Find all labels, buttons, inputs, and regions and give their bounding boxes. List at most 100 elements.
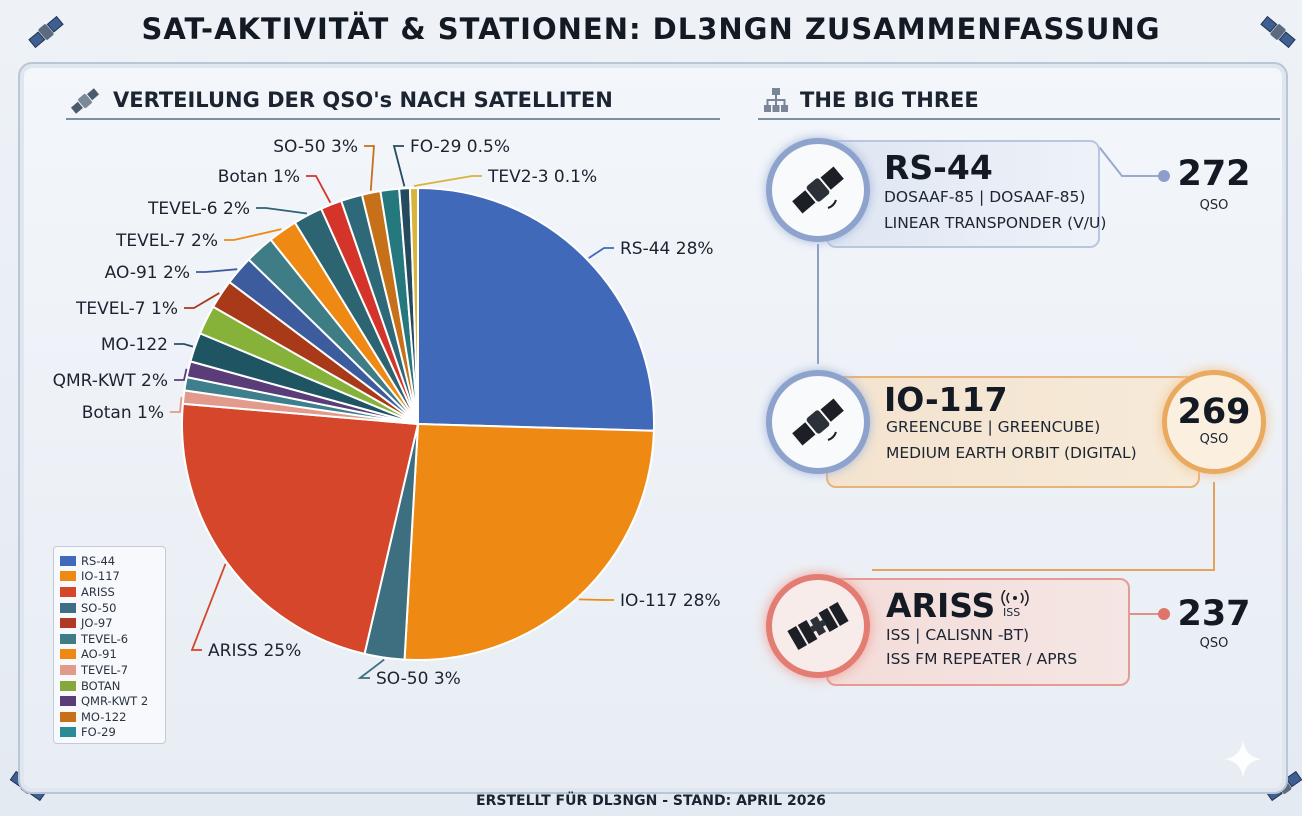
chart-legend: RS-44 IO-117 ARISS SO-50 JO-97 TEVEL-6 AO-91 TE… (53, 546, 166, 744)
legend-swatch (60, 571, 76, 582)
satellite-icon (28, 15, 64, 49)
leader-line (578, 598, 614, 601)
legend-label: TEVEL-6 (81, 631, 129, 646)
slice-label: RS-44 28% (620, 239, 714, 259)
connector-dot (1158, 608, 1170, 620)
legend-swatch (60, 711, 76, 722)
qso-unit: QSO (1199, 198, 1229, 213)
legend-item: RS-44 (60, 553, 159, 569)
legend-swatch (60, 555, 76, 566)
slice-label: FO-29 0.5% (410, 137, 510, 157)
satellite-icon (766, 370, 870, 474)
legend-swatch (60, 664, 76, 675)
page-title: SAT-AKTIVITÄT & STATIONEN: DL3NGN ZUSAMM… (141, 12, 1161, 46)
big-three-title: THE BIG THREE (800, 88, 979, 112)
iss-icon (766, 574, 870, 678)
slice-label: AO-91 2% (105, 263, 190, 283)
satellite-icon (70, 88, 100, 114)
legend-item: SO-50 (60, 600, 159, 616)
qso-count: 237 (1177, 594, 1251, 634)
slice-label: Botan 1% (218, 167, 300, 187)
slice-label: TEV2-3 0.1% (487, 167, 597, 187)
legend-label: TEVEL-7 (81, 662, 129, 677)
leader-line (364, 145, 375, 191)
connector-dot (1158, 170, 1170, 182)
legend-label: FO-29 (81, 725, 116, 740)
leader-line (196, 268, 238, 273)
qso-unit: QSO (1199, 432, 1229, 447)
legend-label: ARISS (81, 584, 115, 599)
legend-swatch (60, 618, 76, 629)
legend-label: RS-44 (81, 553, 116, 568)
sat-name: IO-117 (884, 380, 1008, 419)
legend-swatch (60, 727, 76, 738)
sat-name: ARISS (886, 586, 996, 625)
legend-label: MO-122 (81, 709, 127, 724)
card-band (826, 140, 1100, 248)
sat-name: RS-44 (884, 148, 993, 187)
slice-label: TEVEL-7 1% (75, 299, 178, 319)
legend-label: SO-50 (81, 600, 117, 615)
sat-description: GREENCUBE | GREENCUBE) (886, 418, 1101, 436)
legend-item: ARISS (60, 584, 159, 600)
leader-line (392, 145, 406, 187)
leader-line (190, 563, 227, 651)
sparkle-icon (1224, 740, 1262, 778)
slice-label: TEVEL-7 2% (115, 231, 218, 251)
legend-item: TEVEL-6 (60, 631, 159, 647)
pie-section-title: VERTEILUNG DER QSO's NACH SATELLITEN (113, 88, 613, 112)
card-band (826, 578, 1130, 686)
sat-mode: ISS FM REPEATER / APRS (886, 650, 1078, 668)
satellite-icon (766, 138, 870, 242)
iss-badge: ISS (1003, 606, 1021, 619)
leader-line (174, 343, 194, 348)
divider (758, 118, 1280, 120)
legend-label: QMR-KWT 2 (81, 694, 149, 709)
legend-label: AO-91 (81, 647, 117, 662)
legend-item: MO-122 (60, 709, 159, 725)
slice-label: IO-117 28% (620, 591, 721, 611)
legend-item: AO-91 (60, 647, 159, 663)
pie-slice (408, 186, 419, 425)
leader-line (170, 396, 183, 413)
leader-line (174, 368, 188, 381)
leader-line (306, 175, 332, 204)
legend-swatch (60, 680, 76, 691)
sat-mode: LINEAR TRANSPONDER (V/U) (884, 214, 1107, 232)
qso-unit: QSO (1199, 636, 1229, 651)
slice-label: SO-50 3% (376, 669, 461, 689)
legend-swatch (60, 633, 76, 644)
slice-label: TEVEL-6 2% (147, 199, 250, 219)
sat-description: DOSAAF-85 | DOSAAF-85) (884, 188, 1086, 206)
slice-label: ARISS 25% (208, 641, 301, 661)
leader-line (256, 207, 308, 215)
leader-line (357, 658, 385, 679)
slice-label: SO-50 3% (273, 137, 358, 157)
legend-label: BOTAN (81, 678, 121, 693)
legend-swatch (60, 602, 76, 613)
legend-label: JO-97 (81, 616, 113, 631)
signal-icon (1001, 590, 1029, 606)
legend-item: QMR-KWT 2 (60, 693, 159, 709)
legend-swatch (60, 696, 76, 707)
pie-slice (181, 402, 420, 656)
legend-swatch (60, 649, 76, 660)
qso-count: 269 (1177, 392, 1251, 432)
slice-label: QMR-KWT 2% (53, 371, 168, 391)
slice-label: MO-122 (101, 335, 168, 355)
sat-mode: MEDIUM EARTH ORBIT (DIGITAL) (886, 444, 1137, 462)
qso-count: 272 (1177, 154, 1251, 194)
legend-item: TEVEL-7 (60, 662, 159, 678)
org-chart-icon (764, 88, 788, 112)
divider (66, 118, 720, 120)
leader-line (184, 292, 220, 309)
legend-swatch (60, 586, 76, 597)
legend-label: IO-117 (81, 569, 120, 584)
legend-item: IO-117 (60, 569, 159, 585)
sat-description: ISS | CALISNN -BT) (886, 626, 1030, 644)
leader-line (588, 247, 614, 259)
pie-slice (403, 422, 655, 661)
satellite-icon (1260, 15, 1296, 49)
footer: ERSTELLT FÜR DL3NGN - STAND: APRIL 2026 (476, 793, 826, 809)
